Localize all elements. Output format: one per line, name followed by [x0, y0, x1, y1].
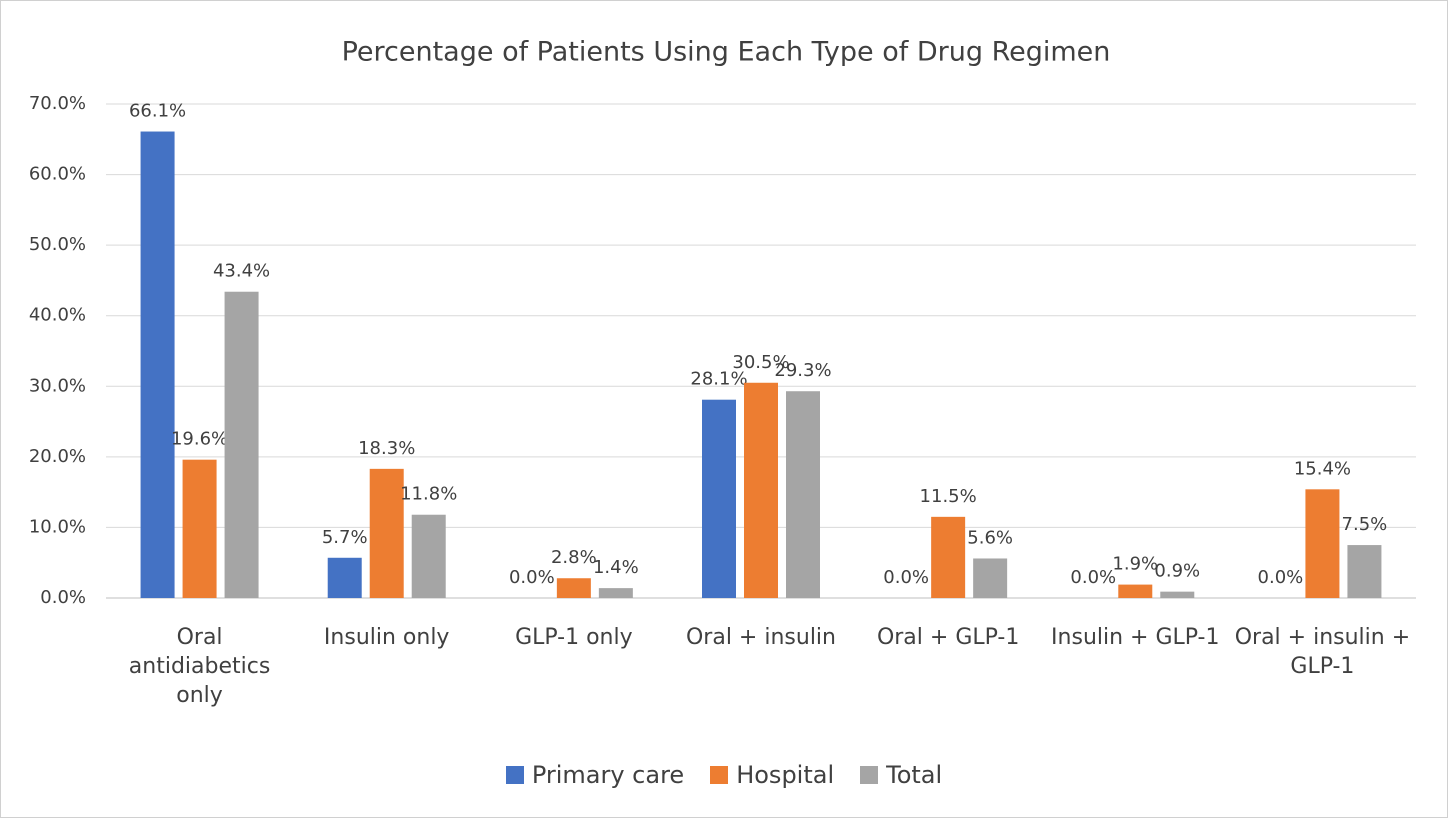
y-tick-label: 20.0%	[29, 446, 86, 467]
data-label: 66.1%	[129, 101, 186, 122]
legend-label: Total	[886, 761, 943, 789]
data-label: 18.3%	[358, 438, 415, 459]
data-label: 19.6%	[171, 429, 228, 450]
x-tick-label: Insulin + GLP-1	[1051, 625, 1220, 650]
data-label: 43.4%	[213, 261, 270, 282]
data-label: 30.5%	[732, 352, 789, 373]
bar	[1160, 591, 1195, 598]
x-tick-label: Insulin only	[323, 625, 450, 650]
legend-label: Hospital	[736, 761, 835, 789]
legend-label: Primary care	[531, 761, 685, 789]
y-tick-label: 70.0%	[29, 93, 86, 114]
legend: Primary care Hospital Total	[1, 761, 1447, 789]
data-label: 2.8%	[551, 547, 597, 568]
y-tick-label: 40.0%	[29, 305, 86, 326]
legend-item: Hospital	[710, 761, 834, 789]
bar	[598, 588, 633, 598]
x-tick-label: Oral + insulin	[685, 625, 836, 650]
legend-swatch	[860, 766, 879, 784]
y-tick-label: 10.0%	[29, 516, 86, 537]
bar	[224, 291, 259, 598]
x-tick-label: Oral + GLP-1	[876, 625, 1020, 650]
chart-title: Percentage of Patients Using Each Type o…	[342, 37, 1111, 68]
bar	[327, 557, 362, 598]
legend-swatch	[710, 766, 729, 784]
data-label: 15.4%	[1294, 458, 1351, 479]
bar	[702, 399, 736, 598]
legend-swatch	[505, 766, 524, 784]
legend-item: Total	[860, 761, 942, 789]
data-label: 0.0%	[1070, 567, 1116, 588]
y-tick-label: 30.0%	[29, 375, 86, 396]
y-tick-label: 60.0%	[29, 164, 86, 185]
data-label: 5.7%	[322, 527, 368, 548]
bar	[556, 578, 591, 598]
bar	[1305, 489, 1340, 598]
data-label: 0.0%	[509, 567, 555, 588]
data-label: 7.5%	[1342, 514, 1388, 535]
bar	[973, 558, 1008, 598]
bar	[1347, 545, 1382, 598]
bar	[182, 459, 217, 598]
y-tick-label: 0.0%	[40, 587, 86, 608]
data-label: 0.0%	[883, 567, 929, 588]
bar	[411, 514, 446, 598]
data-label: 29.3%	[774, 360, 831, 381]
bar	[369, 468, 404, 598]
bar	[744, 382, 778, 598]
x-tick-label: Oral + insulin + GLP-1	[1234, 625, 1411, 679]
bar	[1118, 584, 1153, 598]
data-label: 1.4%	[593, 557, 639, 578]
data-label: 5.6%	[967, 527, 1013, 548]
bar	[931, 516, 966, 598]
x-tick-label: Oral antidiabetics only	[128, 625, 271, 708]
x-tick-label: GLP-1 only	[515, 625, 633, 650]
legend-item: Primary care	[505, 761, 685, 789]
data-label: 0.9%	[1154, 561, 1200, 582]
data-label: 0.0%	[1258, 567, 1304, 588]
data-label: 11.5%	[920, 486, 977, 507]
bar	[786, 391, 820, 598]
data-label: 11.8%	[400, 484, 457, 505]
data-label: 1.9%	[1112, 554, 1158, 575]
bar	[140, 131, 175, 598]
data-label: 28.1%	[690, 369, 747, 390]
y-tick-label: 50.0%	[29, 234, 86, 255]
